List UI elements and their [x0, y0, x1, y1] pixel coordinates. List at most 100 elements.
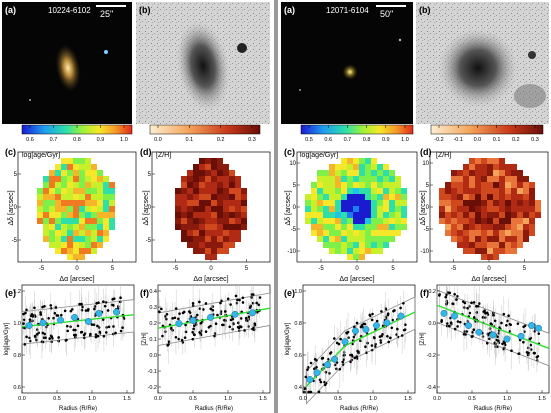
zh-map-pixel	[223, 176, 229, 182]
zh-map-pixel	[235, 206, 241, 212]
spaxel-point	[177, 337, 181, 341]
zh-map-pixel	[457, 212, 463, 218]
right-zh-map-xlabel: Δα [arcsec]	[471, 276, 506, 283]
spaxel-point	[444, 293, 448, 297]
spaxel-point	[66, 329, 70, 333]
zh-map-pixel	[205, 164, 211, 170]
zh-map-pixel	[241, 212, 247, 218]
age-map-pixel	[79, 254, 85, 260]
zh-map-pixel	[223, 164, 229, 170]
colorbar-tick-label: 0.9	[382, 137, 390, 143]
spaxel-point	[83, 336, 86, 340]
spaxel-point	[74, 335, 77, 339]
zh-map-pixel	[505, 206, 511, 212]
spaxel-point	[355, 321, 359, 325]
zh-map-pixel	[493, 224, 499, 230]
zh-map-pixel	[481, 212, 487, 218]
zh-map-pixel	[187, 170, 193, 176]
zh-map-pixel	[493, 206, 499, 212]
age-map-pixel	[329, 236, 335, 242]
spaxel-point	[529, 348, 533, 351]
left-age-colorbar-ticks: 0.6 0.7 0.8 0.9 1.0	[26, 125, 128, 143]
spaxel-point	[366, 341, 369, 345]
left-galaxy-blob	[55, 44, 81, 92]
age-map-pixel	[335, 242, 341, 248]
zh-map-pixel	[517, 206, 523, 212]
spaxel-point	[506, 319, 509, 323]
age-map-pixel	[97, 224, 103, 230]
spaxel-point	[33, 306, 36, 310]
age-map-pixel	[37, 206, 43, 212]
profile-tick-label: 1.5	[259, 396, 267, 402]
zh-map-pixel	[481, 164, 487, 170]
spaxel-point	[502, 312, 506, 316]
age-map-pixel	[103, 176, 109, 182]
zh-map-pixel	[217, 182, 223, 188]
age-map-pixel	[91, 218, 97, 224]
right-galaxy-blob	[342, 64, 358, 80]
profile-tick-label: 0.4	[149, 289, 157, 295]
age-map-pixel	[389, 212, 395, 218]
zh-map-pixel	[457, 194, 463, 200]
spaxel-point	[449, 321, 453, 325]
spaxel-point	[370, 318, 374, 322]
age-map-pixel	[79, 170, 85, 176]
age-map-pixel	[61, 200, 67, 206]
spaxel-point	[306, 365, 310, 369]
spaxel-point	[28, 336, 31, 340]
spaxel-point	[399, 306, 402, 310]
density-contour	[306, 296, 416, 405]
spaxel-point	[446, 322, 449, 325]
age-map-pixel	[395, 230, 401, 236]
age-map-pixel	[85, 170, 91, 176]
zh-map-pixel	[469, 164, 475, 170]
zh-map-pixel	[199, 200, 205, 206]
zh-map-pixel	[211, 242, 217, 248]
age-map-pixel	[377, 212, 383, 218]
spaxel-point	[114, 331, 117, 335]
zh-map-pixel	[211, 230, 217, 236]
age-map-pixel	[311, 224, 317, 230]
age-map-pixel	[317, 206, 323, 212]
left-age-map-ylabel: Δδ [arcsec]	[8, 190, 15, 225]
zh-map-pixel	[229, 176, 235, 182]
zh-map-pixel	[205, 224, 211, 230]
zh-map-pixel	[235, 194, 241, 200]
spaxel-point	[204, 330, 208, 333]
spaxel-point	[81, 305, 84, 309]
zh-map-pixel	[535, 206, 541, 212]
left-panel-f-label: (f)	[140, 288, 149, 298]
spaxel-point	[487, 337, 491, 341]
zh-map-pixel	[205, 176, 211, 182]
age-map-pixel	[353, 206, 359, 212]
spaxel-point	[241, 301, 245, 304]
left-grey-star	[237, 43, 247, 53]
age-map-pixel	[103, 224, 109, 230]
zh-map-pixel	[193, 224, 199, 230]
map-tick-label: -5	[424, 227, 430, 233]
age-map-pixel	[329, 218, 335, 224]
age-map-pixel	[335, 170, 341, 176]
spaxel-point	[438, 294, 441, 297]
zh-map-pixel	[451, 188, 457, 194]
zh-map-pixel	[175, 206, 181, 212]
spaxel-point	[165, 312, 169, 316]
age-map-pixel	[43, 188, 49, 194]
age-map-pixel	[73, 212, 79, 218]
age-map-pixel	[389, 206, 395, 212]
age-map-pixel	[67, 158, 73, 164]
right-zh-map-title: [Z/H]	[436, 152, 451, 159]
spaxel-point	[47, 316, 50, 320]
zh-map-pixel	[223, 182, 229, 188]
zh-map-pixel	[211, 254, 217, 260]
spaxel-point	[359, 325, 363, 329]
zh-map-pixel	[211, 170, 217, 176]
spaxel-point	[101, 318, 105, 321]
spaxel-point	[333, 337, 336, 340]
age-map-pixel	[97, 230, 103, 236]
zh-map-pixel	[481, 170, 487, 176]
zh-map-pixel	[475, 182, 481, 188]
age-map-pixel	[329, 182, 335, 188]
zh-map-pixel	[487, 218, 493, 224]
zh-map-pixel	[523, 206, 529, 212]
